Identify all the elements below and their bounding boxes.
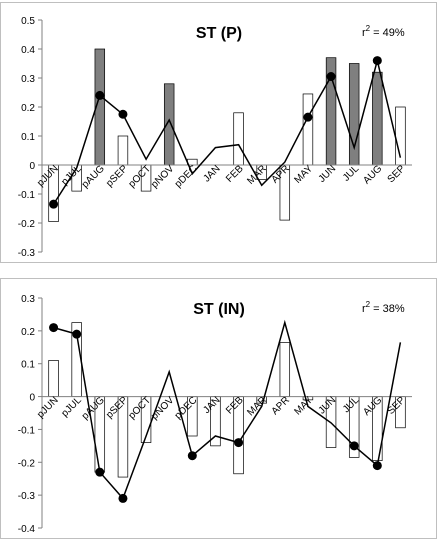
bar-pjun [48,360,59,397]
r-squared-label: r2 = 49% [362,24,405,39]
r-squared-sup: 2 [366,24,371,33]
bar-aug [372,71,383,166]
bar-feb [233,112,244,166]
point-psep [118,493,128,503]
r-squared-label: r2 = 38% [362,300,405,315]
y-tick-label: -0.1 [18,190,36,201]
bar-apr [279,342,291,397]
chart-panel-st-in: ST (IN) r2 = 38% 0.3 0.2 0.1 0 -0.1 -0.2 -0.3 -… [0,278,438,540]
y-tick-label: 0.2 [21,103,35,114]
series-line [52,60,402,205]
y-tick-label: -0.3 [18,491,36,502]
point-aug [372,461,382,471]
bar-may [302,93,314,166]
y-tick-label: 0.1 [21,132,35,143]
y-tick-label: 0 [29,161,35,172]
chart-frame [0,2,437,263]
point-psep [118,109,128,119]
y-tick-label: -0.1 [18,425,36,436]
point-aug [372,56,382,66]
point-pjun [49,199,59,209]
y-tick-label: 0.5 [21,16,35,27]
point-pjul [72,329,82,339]
r-squared-prefix: r [362,27,366,39]
r-squared-value: = 49% [370,27,405,39]
y-tick-label: -0.4 [18,524,36,535]
y-tick-label: 0 [29,393,35,404]
point-feb [234,438,244,448]
chart-title: ST (IN) [193,301,245,318]
y-tick-label: -0.3 [18,248,36,259]
point-jun [326,72,336,82]
r-squared-sup: 2 [366,300,371,309]
r-squared-prefix: r [362,303,366,315]
chart-panel-st-p: ST (P) r2 = 49% 0.5 0.4 0.3 0.2 0.1 0 -0.1 -0.2… [0,2,438,264]
chart-title: ST (P) [196,25,242,42]
point-jul [349,441,359,451]
y-tick-label: 0.3 [21,74,35,85]
y-tick-label: 0.1 [21,360,35,371]
y-tick-label: 0.4 [21,45,35,56]
y-tick-label: -0.2 [18,219,36,230]
bar-psep [117,135,129,166]
y-tick-label: 0.3 [21,294,35,305]
y-tick-label: 0.2 [21,327,35,338]
point-paug [95,90,105,100]
point-pjun [49,323,59,333]
series-line [53,319,402,500]
y-tick-label: -0.2 [18,458,36,469]
point-paug [95,467,105,477]
chart-st-p: ST (P) r2 = 49% 0.5 0.4 0.3 0.2 0.1 0 -0.1 -0.2… [0,2,437,263]
point-may [303,112,313,122]
r-squared-value: = 38% [370,303,405,315]
chart-st-in: ST (IN) r2 = 38% 0.3 0.2 0.1 0 -0.1 -0.2 -0.3 -… [0,278,437,539]
point-pdec [187,451,197,461]
